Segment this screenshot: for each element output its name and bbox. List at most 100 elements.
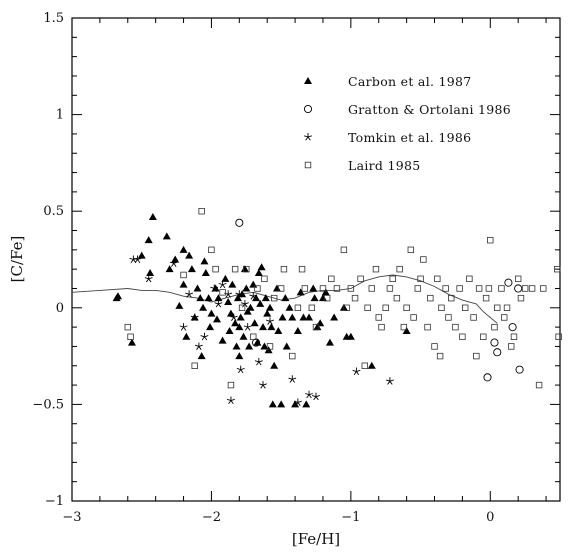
data-point bbox=[231, 265, 239, 273]
data-point bbox=[385, 377, 394, 385]
data-point bbox=[482, 294, 490, 302]
data-point bbox=[319, 285, 327, 292]
data-point bbox=[301, 285, 309, 292]
data-point bbox=[199, 303, 208, 311]
data-point bbox=[250, 333, 257, 340]
data-point bbox=[328, 275, 335, 283]
data-point bbox=[246, 303, 255, 311]
data-point bbox=[521, 285, 529, 292]
legend-marker bbox=[304, 133, 312, 141]
data-point bbox=[554, 265, 561, 273]
x-tick-label: −3 bbox=[62, 510, 81, 525]
series-3 bbox=[124, 207, 562, 389]
data-point bbox=[265, 303, 274, 311]
legend-marker bbox=[304, 161, 312, 169]
data-point bbox=[299, 313, 308, 321]
data-point bbox=[200, 332, 209, 341]
data-point bbox=[190, 313, 199, 321]
data-point bbox=[266, 317, 274, 325]
data-point bbox=[193, 284, 202, 292]
y-tick-label: 0.5 bbox=[43, 204, 64, 219]
data-point bbox=[312, 392, 320, 401]
legend-marker bbox=[304, 77, 312, 84]
data-point bbox=[231, 319, 240, 327]
data-point bbox=[256, 299, 265, 307]
data-point bbox=[475, 285, 483, 292]
data-point bbox=[340, 246, 348, 254]
data-point bbox=[272, 284, 281, 292]
data-point bbox=[243, 307, 252, 315]
data-point bbox=[260, 342, 269, 350]
data-point bbox=[235, 323, 244, 331]
data-point bbox=[224, 298, 233, 306]
data-point bbox=[226, 309, 235, 317]
data-point bbox=[235, 352, 244, 360]
data-point bbox=[252, 294, 261, 302]
data-point bbox=[410, 314, 417, 321]
data-point bbox=[318, 294, 327, 302]
data-point bbox=[298, 265, 306, 273]
data-point bbox=[293, 326, 302, 334]
data-point bbox=[270, 294, 278, 302]
data-point bbox=[144, 274, 153, 283]
data-point bbox=[127, 333, 134, 340]
data-point bbox=[228, 280, 237, 288]
data-point bbox=[194, 342, 203, 350]
data-point bbox=[243, 323, 252, 331]
data-point bbox=[445, 314, 452, 321]
x-tick-label: 0 bbox=[486, 510, 494, 525]
data-point bbox=[165, 265, 174, 273]
data-point bbox=[485, 285, 493, 292]
data-point bbox=[281, 294, 290, 302]
data-point bbox=[289, 352, 296, 360]
data-point bbox=[323, 294, 331, 302]
data-point bbox=[171, 255, 180, 263]
data-point bbox=[270, 361, 279, 369]
data-point bbox=[259, 323, 268, 331]
data-point bbox=[333, 285, 341, 292]
data-point bbox=[219, 289, 226, 296]
data-point bbox=[325, 338, 334, 346]
data-point bbox=[427, 294, 434, 302]
y-tick-label: 1.5 bbox=[43, 11, 64, 26]
series-2 bbox=[129, 255, 394, 406]
data-point bbox=[493, 348, 502, 357]
data-point bbox=[316, 319, 325, 327]
axis-ticks bbox=[71, 17, 560, 502]
data-point bbox=[555, 333, 562, 340]
data-point bbox=[213, 315, 222, 323]
data-point bbox=[175, 301, 184, 309]
data-point bbox=[352, 367, 361, 376]
data-point bbox=[214, 299, 223, 308]
data-point bbox=[169, 259, 178, 267]
data-point bbox=[127, 338, 136, 346]
data-point bbox=[227, 381, 235, 389]
data-point bbox=[510, 333, 518, 340]
data-point bbox=[236, 365, 245, 374]
data-point bbox=[452, 323, 459, 331]
data-point bbox=[227, 396, 235, 405]
data-point bbox=[214, 294, 223, 302]
data-point bbox=[310, 294, 319, 302]
data-point bbox=[514, 284, 523, 293]
data-point bbox=[259, 381, 267, 389]
series-0 bbox=[112, 212, 411, 408]
data-point bbox=[204, 294, 213, 302]
data-point bbox=[514, 275, 522, 283]
data-point bbox=[378, 323, 385, 331]
y-tick-label: 0 bbox=[56, 301, 64, 316]
data-point bbox=[274, 326, 283, 334]
data-point bbox=[346, 332, 355, 340]
data-point bbox=[235, 218, 244, 227]
data-point bbox=[438, 304, 445, 311]
data-point bbox=[498, 285, 505, 292]
data-point bbox=[277, 400, 286, 408]
data-point bbox=[507, 343, 515, 350]
data-point bbox=[133, 255, 142, 264]
data-point bbox=[238, 304, 246, 311]
data-point bbox=[312, 323, 320, 331]
data-point bbox=[257, 263, 266, 271]
data-point bbox=[448, 294, 455, 302]
data-point bbox=[179, 245, 188, 253]
data-point bbox=[187, 265, 196, 273]
